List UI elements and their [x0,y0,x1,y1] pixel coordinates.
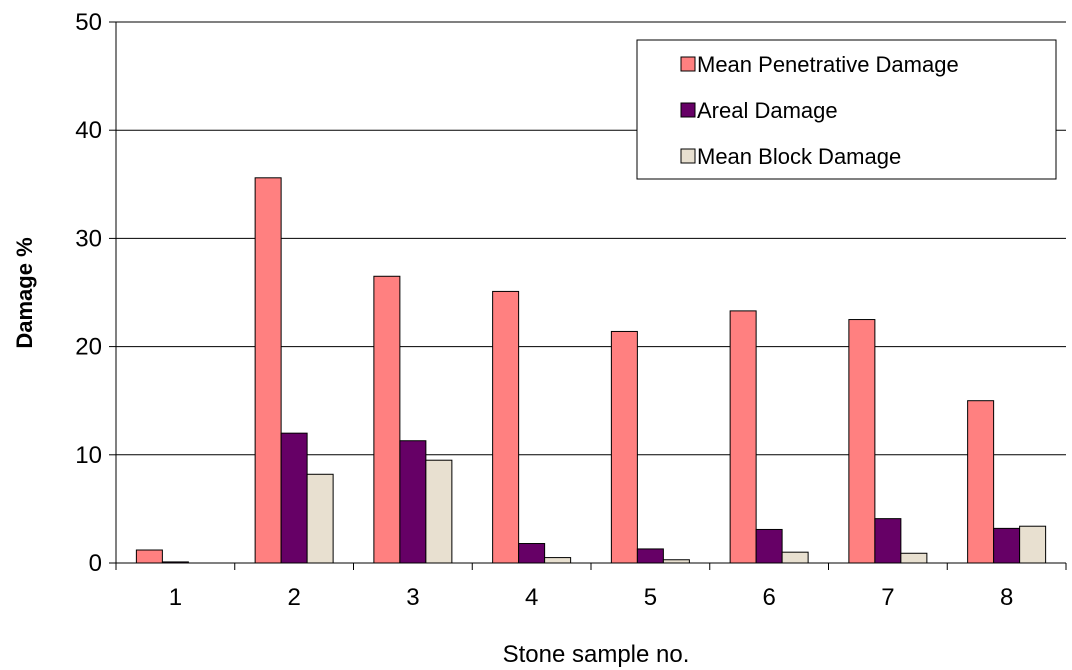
y-tick-label: 40 [75,117,102,144]
bar-areal-damage [755,528,783,564]
legend-label: Mean Penetrative Damage [697,52,959,77]
bar-areal-damage [280,432,308,564]
bar-mean-block-damage [544,557,572,564]
bar-mean-penetrative-damage [848,319,876,564]
bar-areal-damage [993,527,1021,564]
legend-swatch [680,102,696,118]
bar-mean-penetrative-damage [373,275,401,564]
bar-mean-block-damage [900,552,928,564]
bar-mean-block-damage [1019,525,1047,564]
legend: Mean Penetrative Damage Areal Damage Mean … [636,39,1057,180]
y-tick-label: 20 [75,334,102,361]
bar-mean-penetrative-damage [967,400,995,564]
x-tick-label: 7 [881,584,894,611]
legend-label: Areal Damage [697,98,838,123]
y-tick-label: 30 [75,225,102,252]
tick-labels: 0 10 20 30 40 50 1 2 3 4 5 6 7 8 [75,9,1013,611]
bar-mean-block-damage [781,551,809,564]
y-tick-label: 0 [89,550,102,577]
x-axis-title: Stone sample no. [503,641,690,668]
bars [135,177,1047,564]
bar-mean-block-damage [306,473,334,564]
legend-swatch [680,56,696,72]
x-tick-label: 6 [762,584,775,611]
x-tick-label: 8 [1000,584,1013,611]
legend-swatch [680,148,696,164]
bar-areal-damage [518,543,546,564]
x-tick-label: 3 [406,584,419,611]
bar-mean-penetrative-damage [135,549,163,564]
bar-mean-penetrative-damage [610,330,638,564]
y-tick-label: 50 [75,9,102,36]
y-tick-label: 10 [75,442,102,469]
x-tick-label: 4 [525,584,538,611]
bar-areal-damage [399,440,427,564]
x-tick-label: 2 [287,584,300,611]
bar-mean-penetrative-damage [254,177,282,564]
axes [109,21,1067,570]
x-tick-label: 5 [644,584,657,611]
legend-box [636,39,1057,180]
bar-mean-penetrative-damage [492,290,520,564]
bar-areal-damage [874,518,902,564]
bar-mean-block-damage [425,459,453,564]
legend-label: Mean Block Damage [697,144,901,169]
x-tick-label: 1 [169,584,182,611]
bar-mean-penetrative-damage [729,310,757,564]
y-axis-title: Damage % [12,237,37,348]
bar-areal-damage [636,548,664,564]
